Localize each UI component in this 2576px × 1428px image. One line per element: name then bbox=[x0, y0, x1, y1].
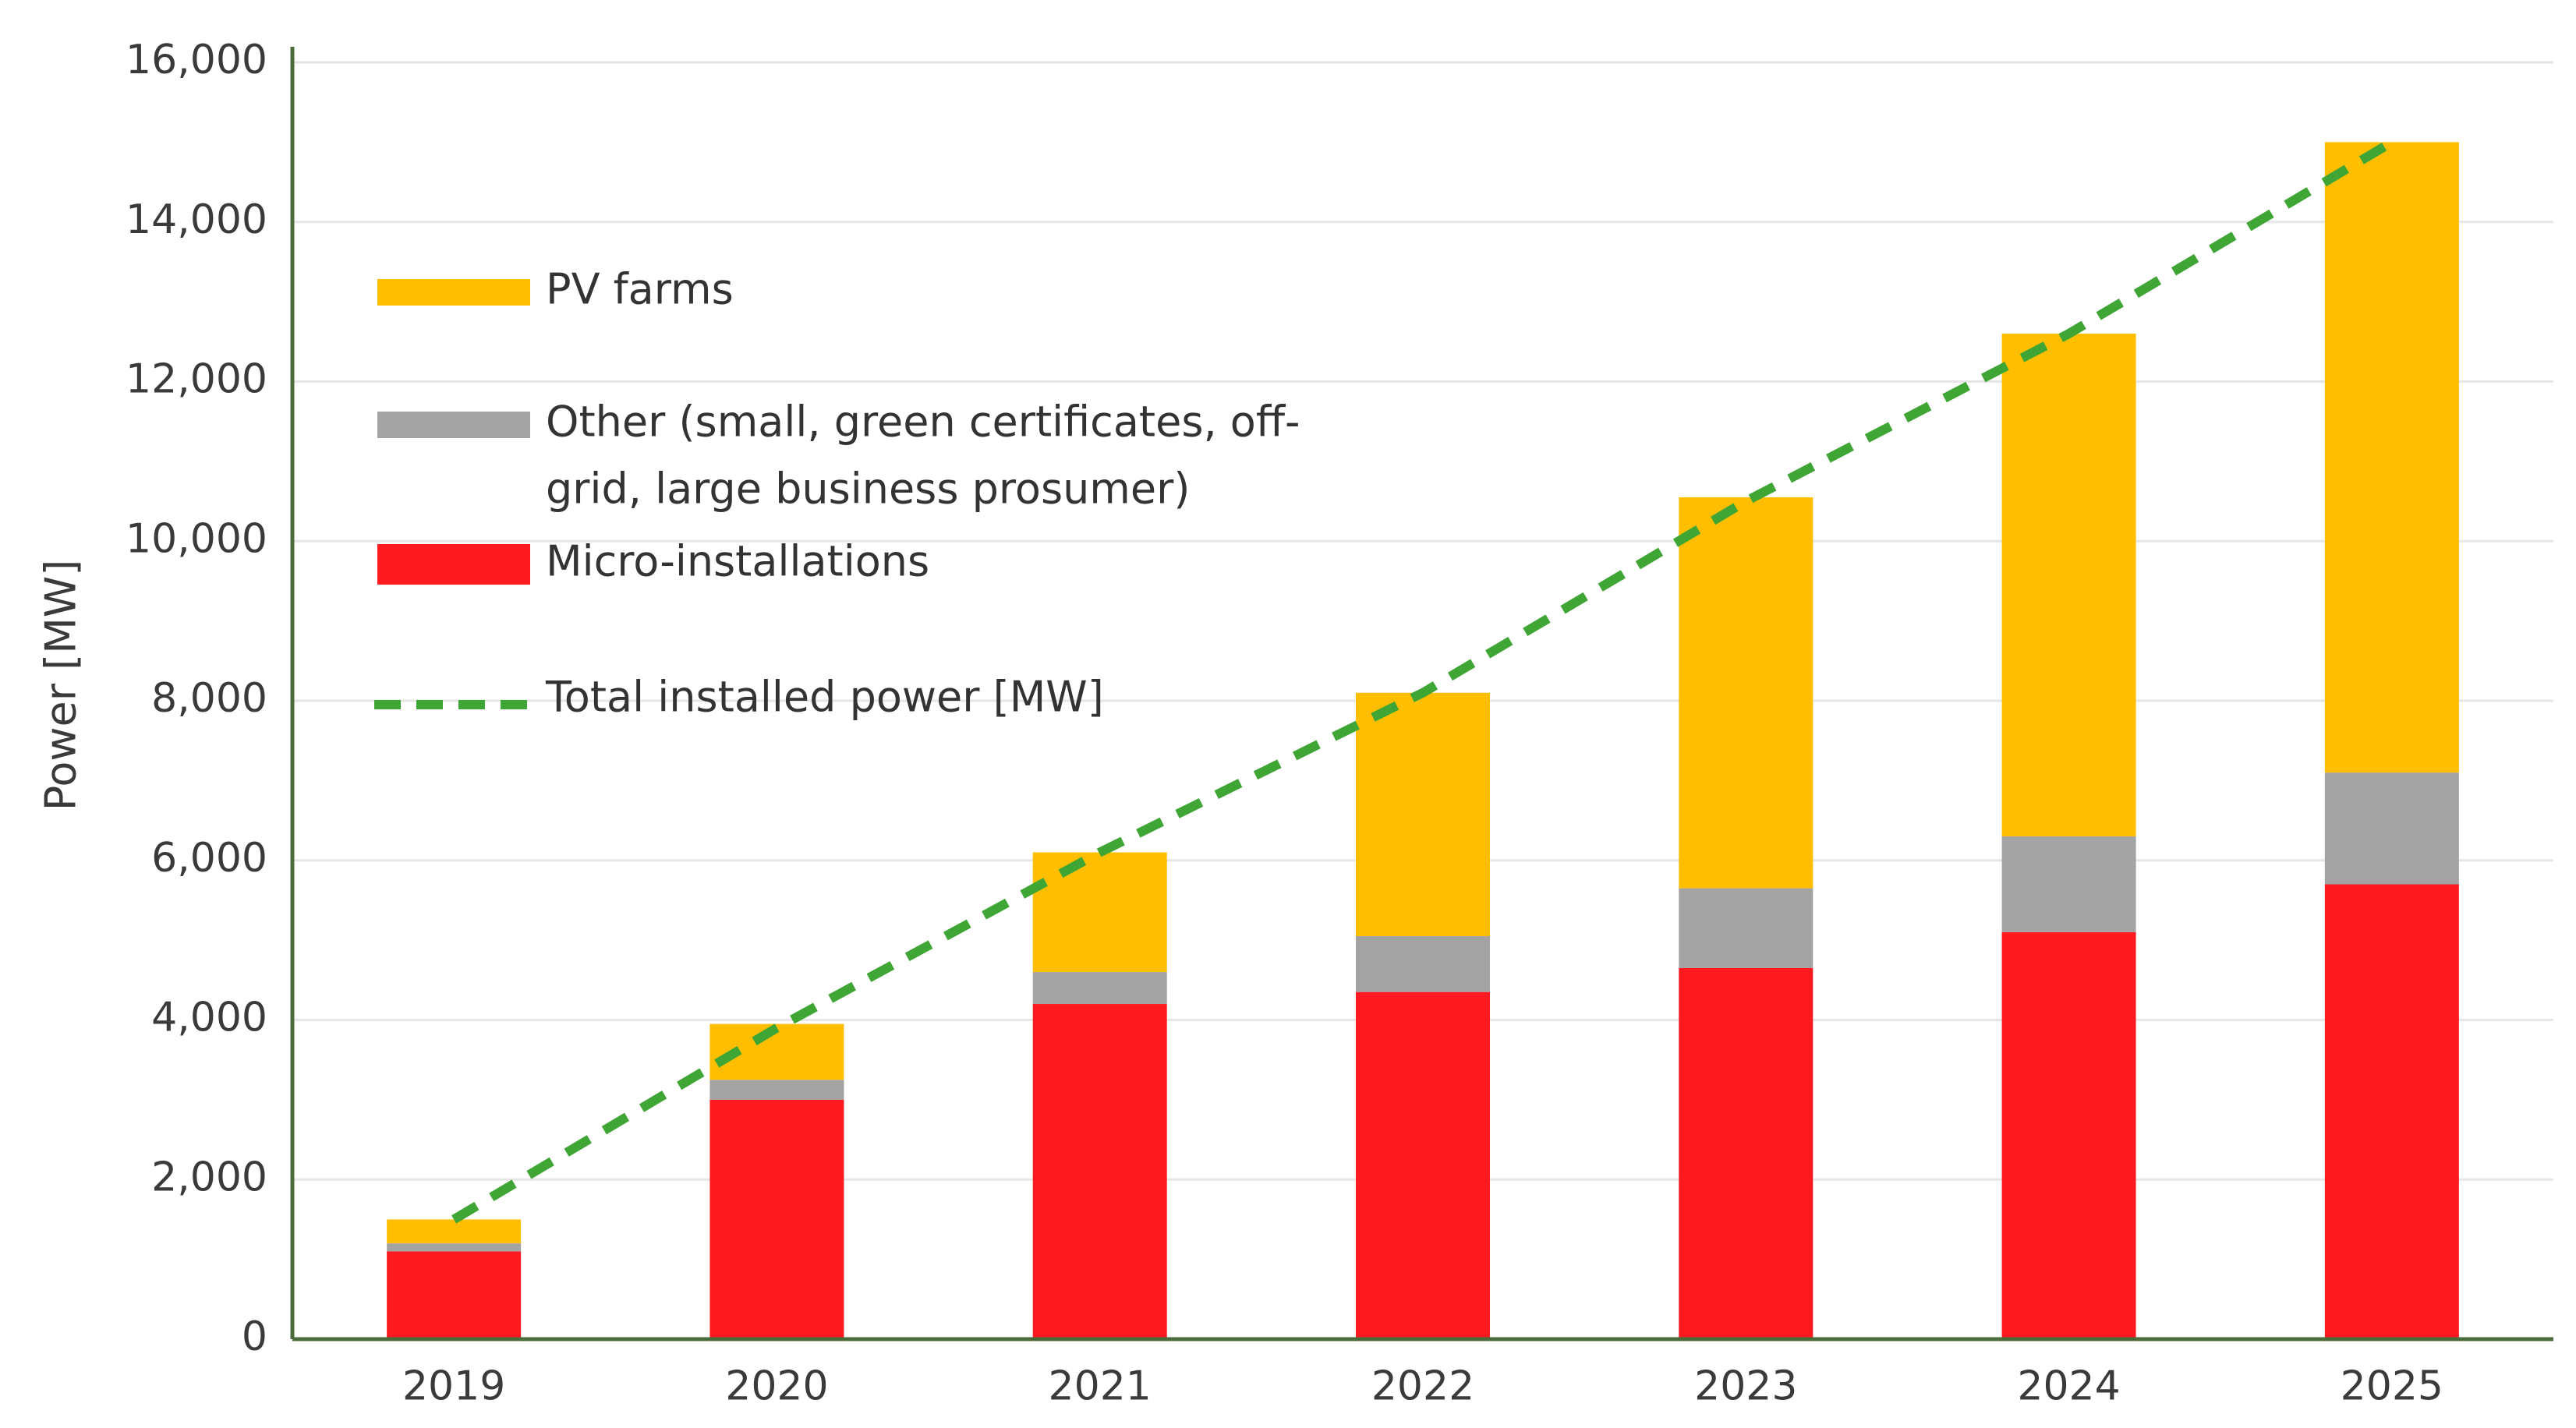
x-tick-label-2025: 2025 bbox=[2341, 1363, 2443, 1410]
x-tick-label-2020: 2020 bbox=[725, 1363, 828, 1410]
total-line bbox=[451, 138, 2394, 1224]
legend-label-0-line-0: PV farms bbox=[546, 265, 734, 314]
legend-label-1-line-0: Other (small, green certificates, off- bbox=[546, 398, 1300, 447]
bar-2021-series-2 bbox=[1032, 852, 1167, 973]
y-tick-label: 6,000 bbox=[151, 835, 267, 882]
bar-2019-series-0 bbox=[387, 1251, 522, 1339]
legend-swatch-1 bbox=[377, 412, 530, 438]
bar-2023-series-0 bbox=[1679, 967, 1813, 1339]
bar-2020-series-1 bbox=[709, 1080, 844, 1100]
x-tick-label-2022: 2022 bbox=[1371, 1363, 1474, 1410]
legend-label-3-line-0: Total installed power [MW] bbox=[545, 673, 1104, 722]
bar-2022-series-1 bbox=[1356, 936, 1490, 992]
y-tick-label: 16,000 bbox=[126, 37, 267, 83]
y-tick-label: 12,000 bbox=[126, 356, 267, 403]
bar-2024-series-2 bbox=[2001, 334, 2136, 837]
bar-2019-series-1 bbox=[387, 1243, 522, 1252]
bar-2022-series-2 bbox=[1356, 692, 1490, 937]
bar-2025-series-2 bbox=[2324, 142, 2459, 773]
bar-2019-series-2 bbox=[387, 1219, 522, 1244]
x-tick-label-2024: 2024 bbox=[2017, 1363, 2120, 1410]
legend-swatch-0 bbox=[377, 279, 530, 306]
bar-2021-series-1 bbox=[1032, 972, 1167, 1005]
tick-labels: 0 2,000 4,000 6,000 8,000 10,000 12,000 14,000 1… bbox=[126, 37, 2443, 1410]
bar-2024-series-1 bbox=[2001, 836, 2136, 932]
y-tick-label: 0 bbox=[242, 1313, 267, 1360]
legend: PV farms Other (small, green certificates… bbox=[374, 265, 1300, 722]
bar-2023-series-1 bbox=[1679, 888, 1813, 968]
bar-2021-series-0 bbox=[1032, 1004, 1167, 1339]
y-tick-label: 2,000 bbox=[151, 1154, 267, 1200]
bar-2023-series-2 bbox=[1679, 497, 1813, 889]
y-axis-title: Power [MW] bbox=[37, 560, 86, 811]
y-tick-label: 10,000 bbox=[126, 515, 267, 562]
x-tick-label-2021: 2021 bbox=[1049, 1363, 1152, 1410]
y-tick-label: 14,000 bbox=[126, 196, 267, 243]
bars bbox=[387, 142, 2459, 1339]
x-tick-label-2019: 2019 bbox=[402, 1363, 505, 1410]
bar-2024-series-0 bbox=[2001, 931, 2136, 1339]
bar-2025-series-0 bbox=[2324, 884, 2459, 1339]
bar-2020-series-0 bbox=[709, 1099, 844, 1339]
legend-label-1-line-1: grid, large business prosumer) bbox=[546, 465, 1190, 514]
legend-label-2-line-0: Micro-installations bbox=[546, 537, 929, 586]
axes bbox=[290, 47, 2553, 1341]
x-tick-label-2023: 2023 bbox=[1694, 1363, 1797, 1410]
legend-swatch-2 bbox=[377, 544, 530, 585]
bar-2022-series-0 bbox=[1356, 991, 1490, 1339]
total-installed-power-line bbox=[451, 138, 2394, 1224]
y-tick-label: 8,000 bbox=[151, 675, 267, 722]
y-tick-label: 4,000 bbox=[151, 995, 267, 1041]
bar-2025-series-1 bbox=[2324, 772, 2459, 885]
